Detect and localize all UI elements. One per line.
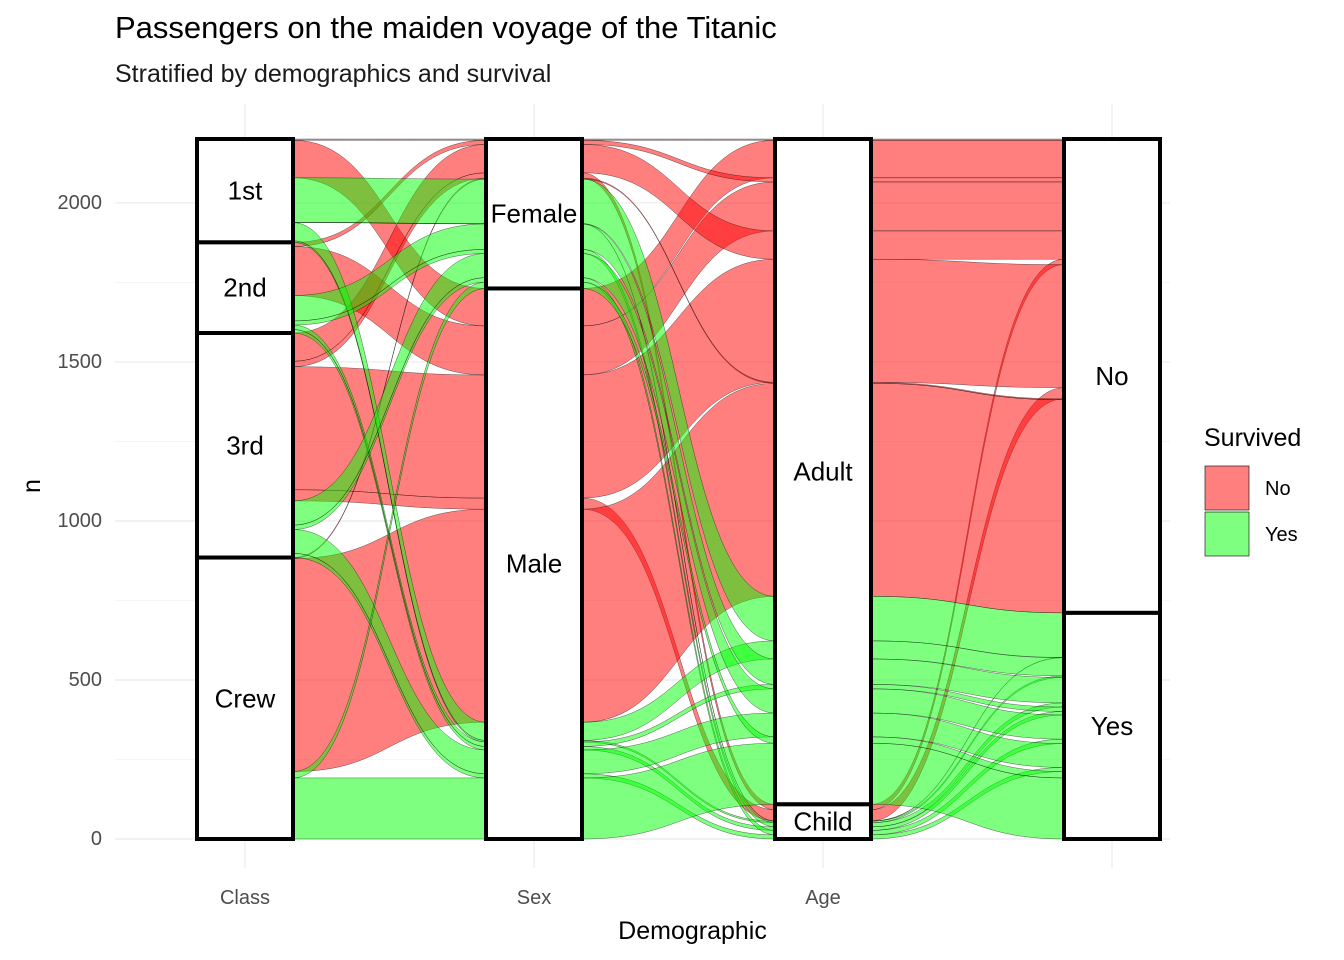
x-tick-label: Class <box>220 887 270 909</box>
y-axis-title: n <box>18 479 46 493</box>
flow-1st-female-adult-no-seg3 <box>870 138 1065 141</box>
stratum-sex-female <box>484 137 584 291</box>
legend-label-no: No <box>1265 478 1291 500</box>
stratum-survived-yes <box>1062 610 1162 841</box>
flow-1st-male-adult-no-seg3 <box>870 140 1065 178</box>
legend-layer: Survived No Yes <box>1204 424 1301 557</box>
axis-layer: 0 500 1000 1500 2000 Class Sex Age Demographic n <box>18 192 841 945</box>
stratum-sex-male <box>484 286 584 841</box>
y-tick-label: 1000 <box>58 510 103 532</box>
y-tick-label: 0 <box>91 828 102 850</box>
y-tick-label: 1500 <box>58 351 103 373</box>
flow-2nd-male-adult-no-seg3 <box>870 181 1065 232</box>
stratum-label-adult: Adult <box>793 457 853 487</box>
flow-2nd-female-adult-no-seg3 <box>870 177 1065 183</box>
stratum-label-no: No <box>1095 361 1128 391</box>
flow-3rd-male-adult-no-seg3 <box>870 259 1065 388</box>
flow-crew-male-adult-yes-seg1 <box>292 777 487 840</box>
flow-layer <box>292 138 1065 840</box>
y-tick-label: 2000 <box>58 192 103 214</box>
stratum-class-crew <box>195 555 295 842</box>
chart-title: Passengers on the maiden voyage of the T… <box>115 10 777 45</box>
stratum-layer: 1st 2nd 3rd Crew Female Male Adult Child No Yes <box>195 137 1162 842</box>
stratum-age-child <box>773 802 873 841</box>
x-tick-label: Age <box>805 887 841 909</box>
x-axis-title: Demographic <box>618 917 767 945</box>
flow-1st-female-adult-yes-seg1 <box>292 177 487 224</box>
stratum-label-3rd: 3rd <box>226 430 264 460</box>
flow-3rd-female-adult-no-seg3 <box>870 230 1065 260</box>
stratum-label-1st: 1st <box>228 176 263 206</box>
legend-label-yes: Yes <box>1265 524 1298 546</box>
stratum-label-female: Female <box>491 199 578 229</box>
stratum-label-2nd: 2nd <box>223 273 266 303</box>
stratum-class-3rd <box>195 331 295 560</box>
legend-key-no <box>1204 465 1250 511</box>
y-tick-label: 500 <box>69 669 102 691</box>
stratum-label-yes: Yes <box>1091 711 1133 741</box>
legend-key-yes <box>1204 511 1250 557</box>
stratum-label-child: Child <box>793 807 852 837</box>
stratum-label-crew: Crew <box>215 683 276 713</box>
stratum-survived-no <box>1062 137 1162 615</box>
flow-1st-female-adult-no-seg2 <box>581 138 776 141</box>
stratum-label-male: Male <box>506 549 562 579</box>
legend-title: Survived <box>1204 424 1301 452</box>
flow-1st-female-adult-no-seg1 <box>292 138 487 141</box>
chart-subtitle: Stratified by demographics and survival <box>115 60 552 88</box>
flow-crew-male-adult-no-seg3 <box>870 383 1065 614</box>
x-tick-label: Sex <box>517 887 551 909</box>
